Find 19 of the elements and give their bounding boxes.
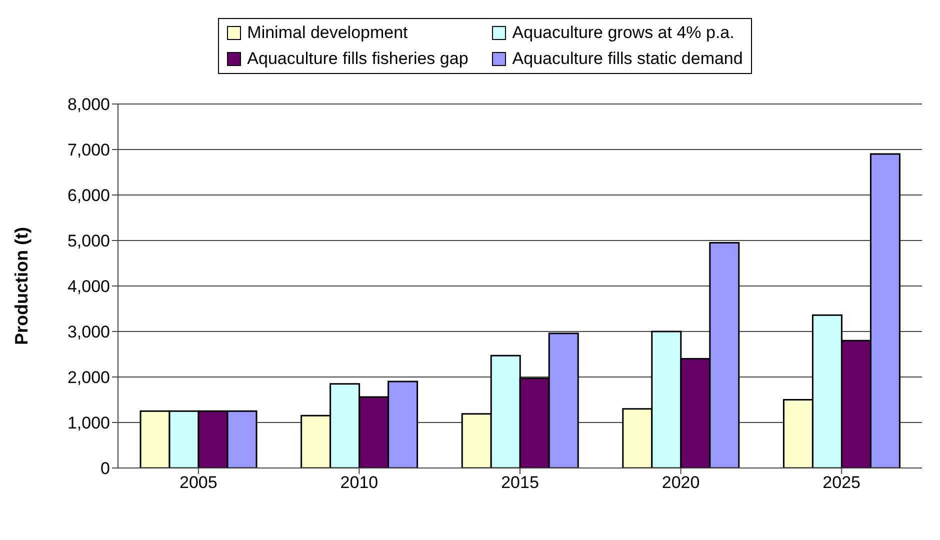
x-tick-label: 2020	[662, 473, 700, 492]
y-tick-label: 3,000	[67, 322, 110, 342]
y-tick-label: 4,000	[67, 277, 110, 296]
legend-label: Minimal development	[247, 23, 408, 43]
x-tick-label: 2015	[501, 473, 539, 492]
y-tick-label: 1,000	[67, 414, 110, 433]
y-tick-label: 2,000	[67, 368, 110, 388]
y-tick-label: 7,000	[67, 140, 110, 160]
y-axis-title: Production (t)	[11, 227, 32, 345]
legend-label: Aquaculture grows at 4% p.a.	[512, 23, 734, 43]
y-tick-label: 6,000	[67, 186, 110, 206]
x-tick-label: 2010	[340, 473, 378, 492]
y-tick-label: 5,000	[67, 232, 110, 251]
x-tick-label: 2025	[822, 473, 861, 492]
y-tick-label: 8,000	[67, 95, 110, 114]
y-tick-label: 0	[100, 459, 110, 478]
legend-label: Aquaculture fills static demand	[512, 49, 743, 69]
x-tick-label: 2005	[179, 473, 218, 492]
legend-label: Aquaculture fills fisheries gap	[247, 49, 468, 69]
